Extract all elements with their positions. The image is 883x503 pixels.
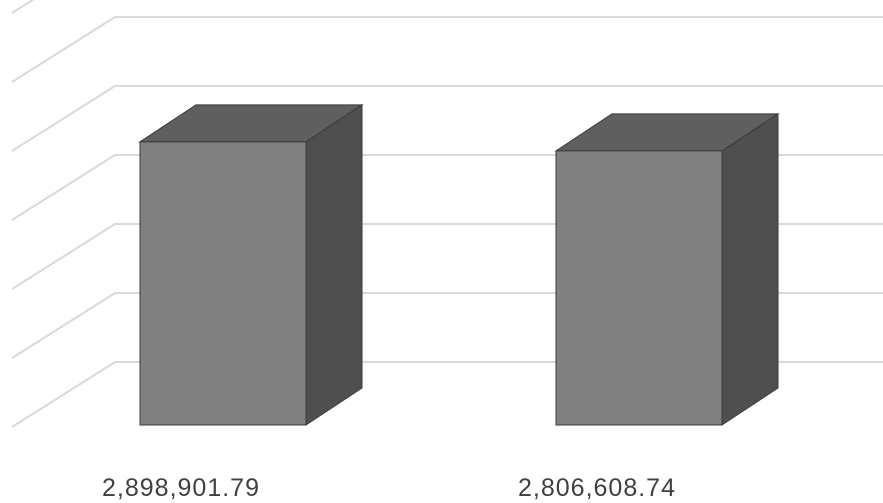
gridline: [11, 85, 883, 152]
bar-1: [138, 103, 364, 426]
bar-side-face: [305, 103, 363, 426]
category-label-1: 2,898,901.79: [102, 474, 260, 502]
gridline: [11, 0, 35, 14]
bars: [138, 103, 780, 426]
bar-front-face: [555, 150, 723, 426]
gridline: [11, 16, 883, 83]
bar-side-face: [721, 112, 779, 426]
bar-front-face: [139, 141, 307, 426]
bar-2: [554, 112, 780, 426]
category-label-2: 2,806,608.74: [518, 474, 676, 502]
